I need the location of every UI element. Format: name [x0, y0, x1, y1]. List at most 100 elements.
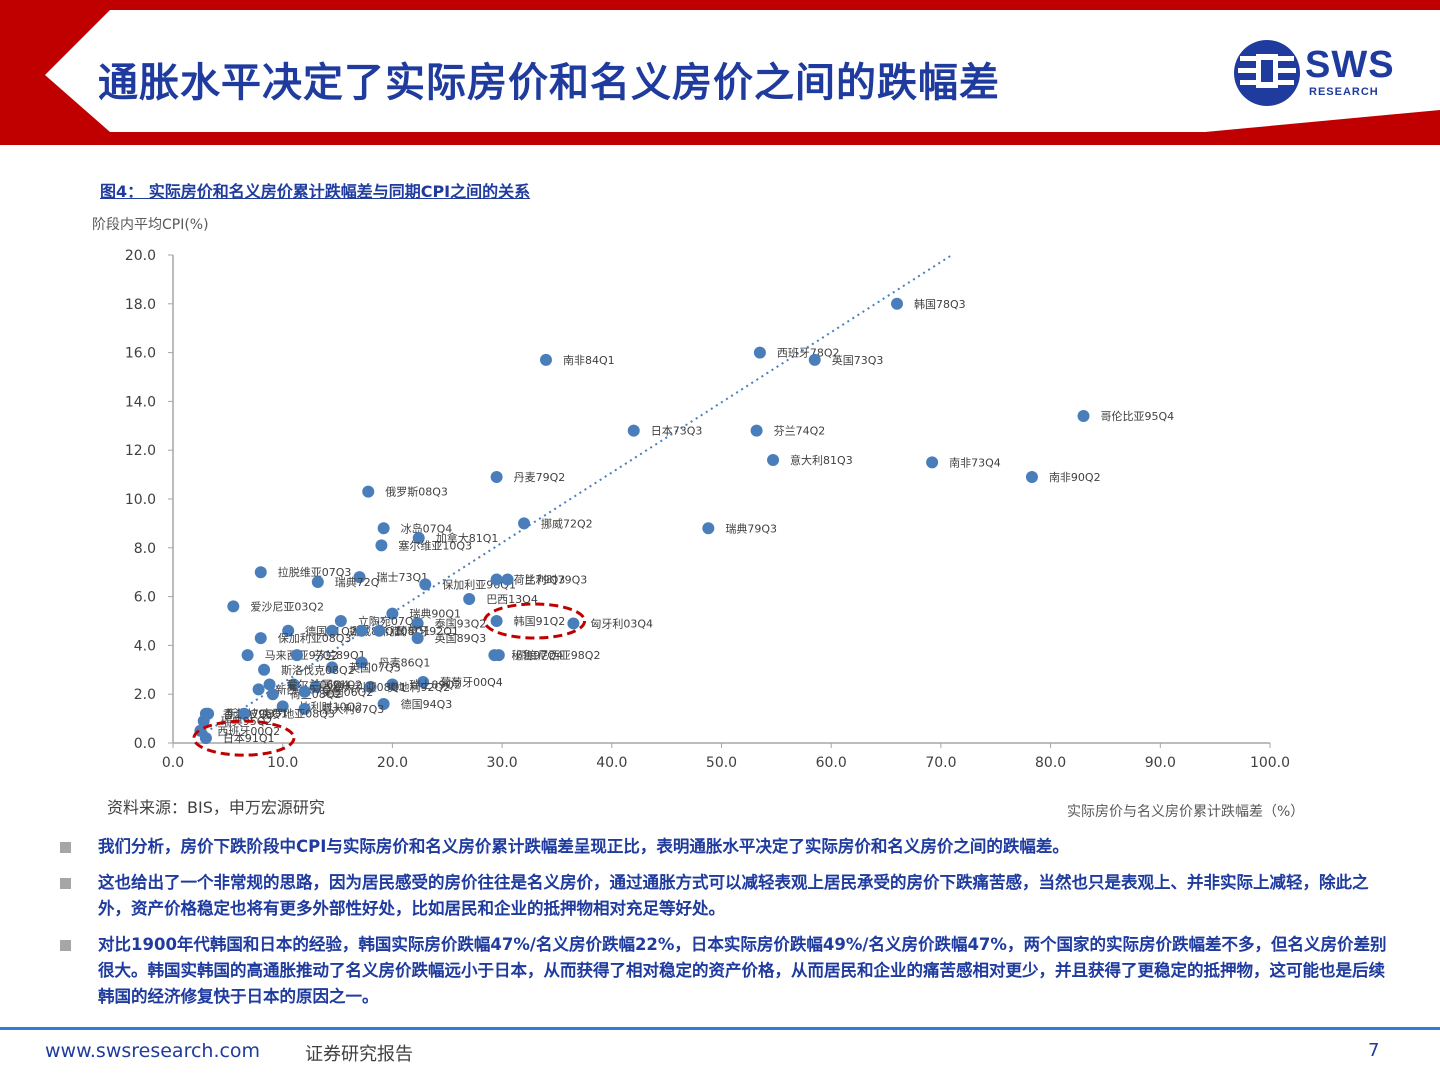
data-point	[355, 656, 368, 669]
y-tick-label: 18.0	[125, 297, 156, 313]
data-point-label: 塞尔维亚10Q3	[398, 538, 472, 552]
page-title: 通胀水平决定了实际房价和名义房价之间的跌幅差	[98, 60, 1000, 106]
data-point-label: 南非73Q4	[949, 456, 1001, 469]
data-point-label: 瑞士73Q1	[376, 570, 428, 584]
bullet-text: 我们分析，房价下跌阶段中CPI与实际房价和名义房价累计跌幅差呈现正比，表明通胀水…	[98, 837, 1069, 856]
data-point	[227, 600, 240, 613]
x-tick-label: 20.0	[377, 755, 408, 771]
data-point	[702, 522, 715, 535]
x-tick-label: 60.0	[816, 755, 847, 771]
data-point-label: 奥地利92Q2	[387, 680, 450, 694]
data-point-label: 芬兰74Q2	[774, 425, 826, 438]
data-point-label: 丹麦86Q1	[379, 656, 431, 669]
data-point	[353, 571, 366, 584]
data-point-label: 加拿大81Q1	[436, 531, 499, 545]
data-point-label: 荷兰79Q3	[514, 574, 566, 587]
data-point	[463, 593, 476, 606]
data-point	[290, 649, 303, 662]
data-point	[501, 573, 514, 586]
bullet-item: 对比1900年代韩国和日本的经验，韩国实际房价跌幅47%/名义房价跌幅22%，日…	[60, 932, 1390, 1010]
data-point	[258, 663, 271, 676]
logo-text: SWS	[1305, 44, 1395, 86]
data-point-label: 南非90Q2	[1049, 471, 1101, 484]
data-point	[238, 707, 251, 720]
data-point-label: 泰国93Q2	[435, 616, 487, 630]
header-banner	[0, 0, 1440, 145]
data-point	[298, 702, 311, 715]
bullet-square-icon	[60, 842, 71, 853]
data-point	[364, 680, 377, 693]
data-point-label: 挪威72Q2	[541, 516, 593, 530]
y-tick-label: 16.0	[125, 346, 156, 362]
data-point-label: 意大利81Q3	[790, 453, 853, 467]
data-point-label: 西班牙00Q2	[217, 725, 280, 738]
data-point	[567, 617, 580, 630]
footer-category: 证券研究报告	[305, 1044, 413, 1065]
data-point	[197, 715, 210, 728]
data-point-label: 芬兰89Q1	[314, 649, 366, 662]
data-point	[808, 353, 821, 366]
data-point-label: 爱沙尼亚03Q2	[250, 600, 324, 613]
data-point	[490, 471, 503, 484]
footer-website-link[interactable]: www.swsresearch.com	[45, 1040, 261, 1062]
data-point-label: 瑞士89Q2	[409, 677, 461, 691]
data-point-label: 丹麦79Q2	[514, 471, 566, 484]
data-point-label: 葡萄牙00Q4	[440, 676, 503, 689]
data-point-label: 斯洛伐克08Q2	[281, 663, 355, 677]
data-point-label: 瑞典72Q	[335, 575, 380, 589]
data-point-label: 日本91Q1	[223, 731, 275, 745]
data-point	[492, 649, 505, 662]
data-point	[309, 680, 322, 693]
bullet-text: 这也给出了一个非常规的思路，因为居民感受的房价往往是名义房价，通过通胀方式可以减…	[98, 873, 1369, 918]
data-point	[419, 578, 432, 591]
data-point	[627, 424, 640, 437]
y-tick-label: 0.0	[134, 736, 156, 752]
data-point-label: 冰岛07Q4	[401, 521, 453, 535]
y-tick-label: 12.0	[125, 443, 156, 459]
data-point	[490, 573, 503, 586]
bullet-square-icon	[60, 878, 71, 889]
data-point	[266, 688, 279, 701]
data-point	[377, 697, 390, 710]
x-tick-label: 40.0	[596, 755, 627, 771]
data-point	[298, 685, 311, 698]
data-point-label: 意大利07Q3	[322, 702, 385, 716]
data-point-label: 巴西13Q4	[486, 593, 538, 606]
data-point	[490, 615, 503, 627]
analysis-bullets: 我们分析，房价下跌阶段中CPI与实际房价和名义房价累计跌幅差呈现正比，表明通胀水…	[60, 834, 1390, 1020]
data-point-label: 拉脱维亚07Q3	[278, 565, 352, 579]
data-point	[518, 517, 531, 530]
data-point-label: 日本73Q3	[651, 424, 703, 438]
x-tick-label: 70.0	[925, 755, 956, 771]
data-point	[377, 522, 390, 535]
data-point-label: 瑞典90Q1	[409, 607, 461, 621]
data-point	[750, 424, 763, 437]
y-tick-label: 6.0	[134, 590, 156, 606]
data-point	[386, 607, 399, 620]
data-point	[287, 678, 300, 691]
x-axis-label: 实际房价与名义房价累计跌幅差（%）	[1067, 804, 1305, 820]
data-point-label: 英国73Q3	[832, 353, 884, 367]
x-tick-label: 30.0	[487, 755, 518, 771]
data-point	[891, 297, 904, 310]
data-point	[254, 632, 267, 645]
data-point-label: 比利时10Q2	[300, 700, 363, 713]
x-tick-label: 90.0	[1145, 755, 1176, 771]
data-point	[334, 615, 347, 627]
y-tick-label: 20.0	[125, 248, 156, 264]
data-point-label: 韩国91Q2	[514, 614, 566, 628]
data-point	[282, 624, 295, 637]
data-point-label: 韩国78Q3	[914, 297, 966, 311]
figure-title: 图4： 实际房价和名义房价累计跌幅差与同期CPI之间的关系	[100, 182, 531, 201]
data-point-label: 克罗地亚08Q3	[261, 708, 335, 721]
x-tick-label: 50.0	[706, 755, 737, 771]
data-point-label: 保加利亚08Q3	[278, 631, 352, 645]
data-point-label: 匈牙利03Q4	[590, 616, 653, 630]
y-tick-label: 10.0	[125, 492, 156, 508]
data-point	[326, 661, 339, 674]
data-point	[926, 456, 939, 469]
data-point	[252, 683, 265, 696]
data-point	[386, 678, 399, 691]
data-point	[276, 700, 289, 713]
data-point	[411, 617, 424, 630]
